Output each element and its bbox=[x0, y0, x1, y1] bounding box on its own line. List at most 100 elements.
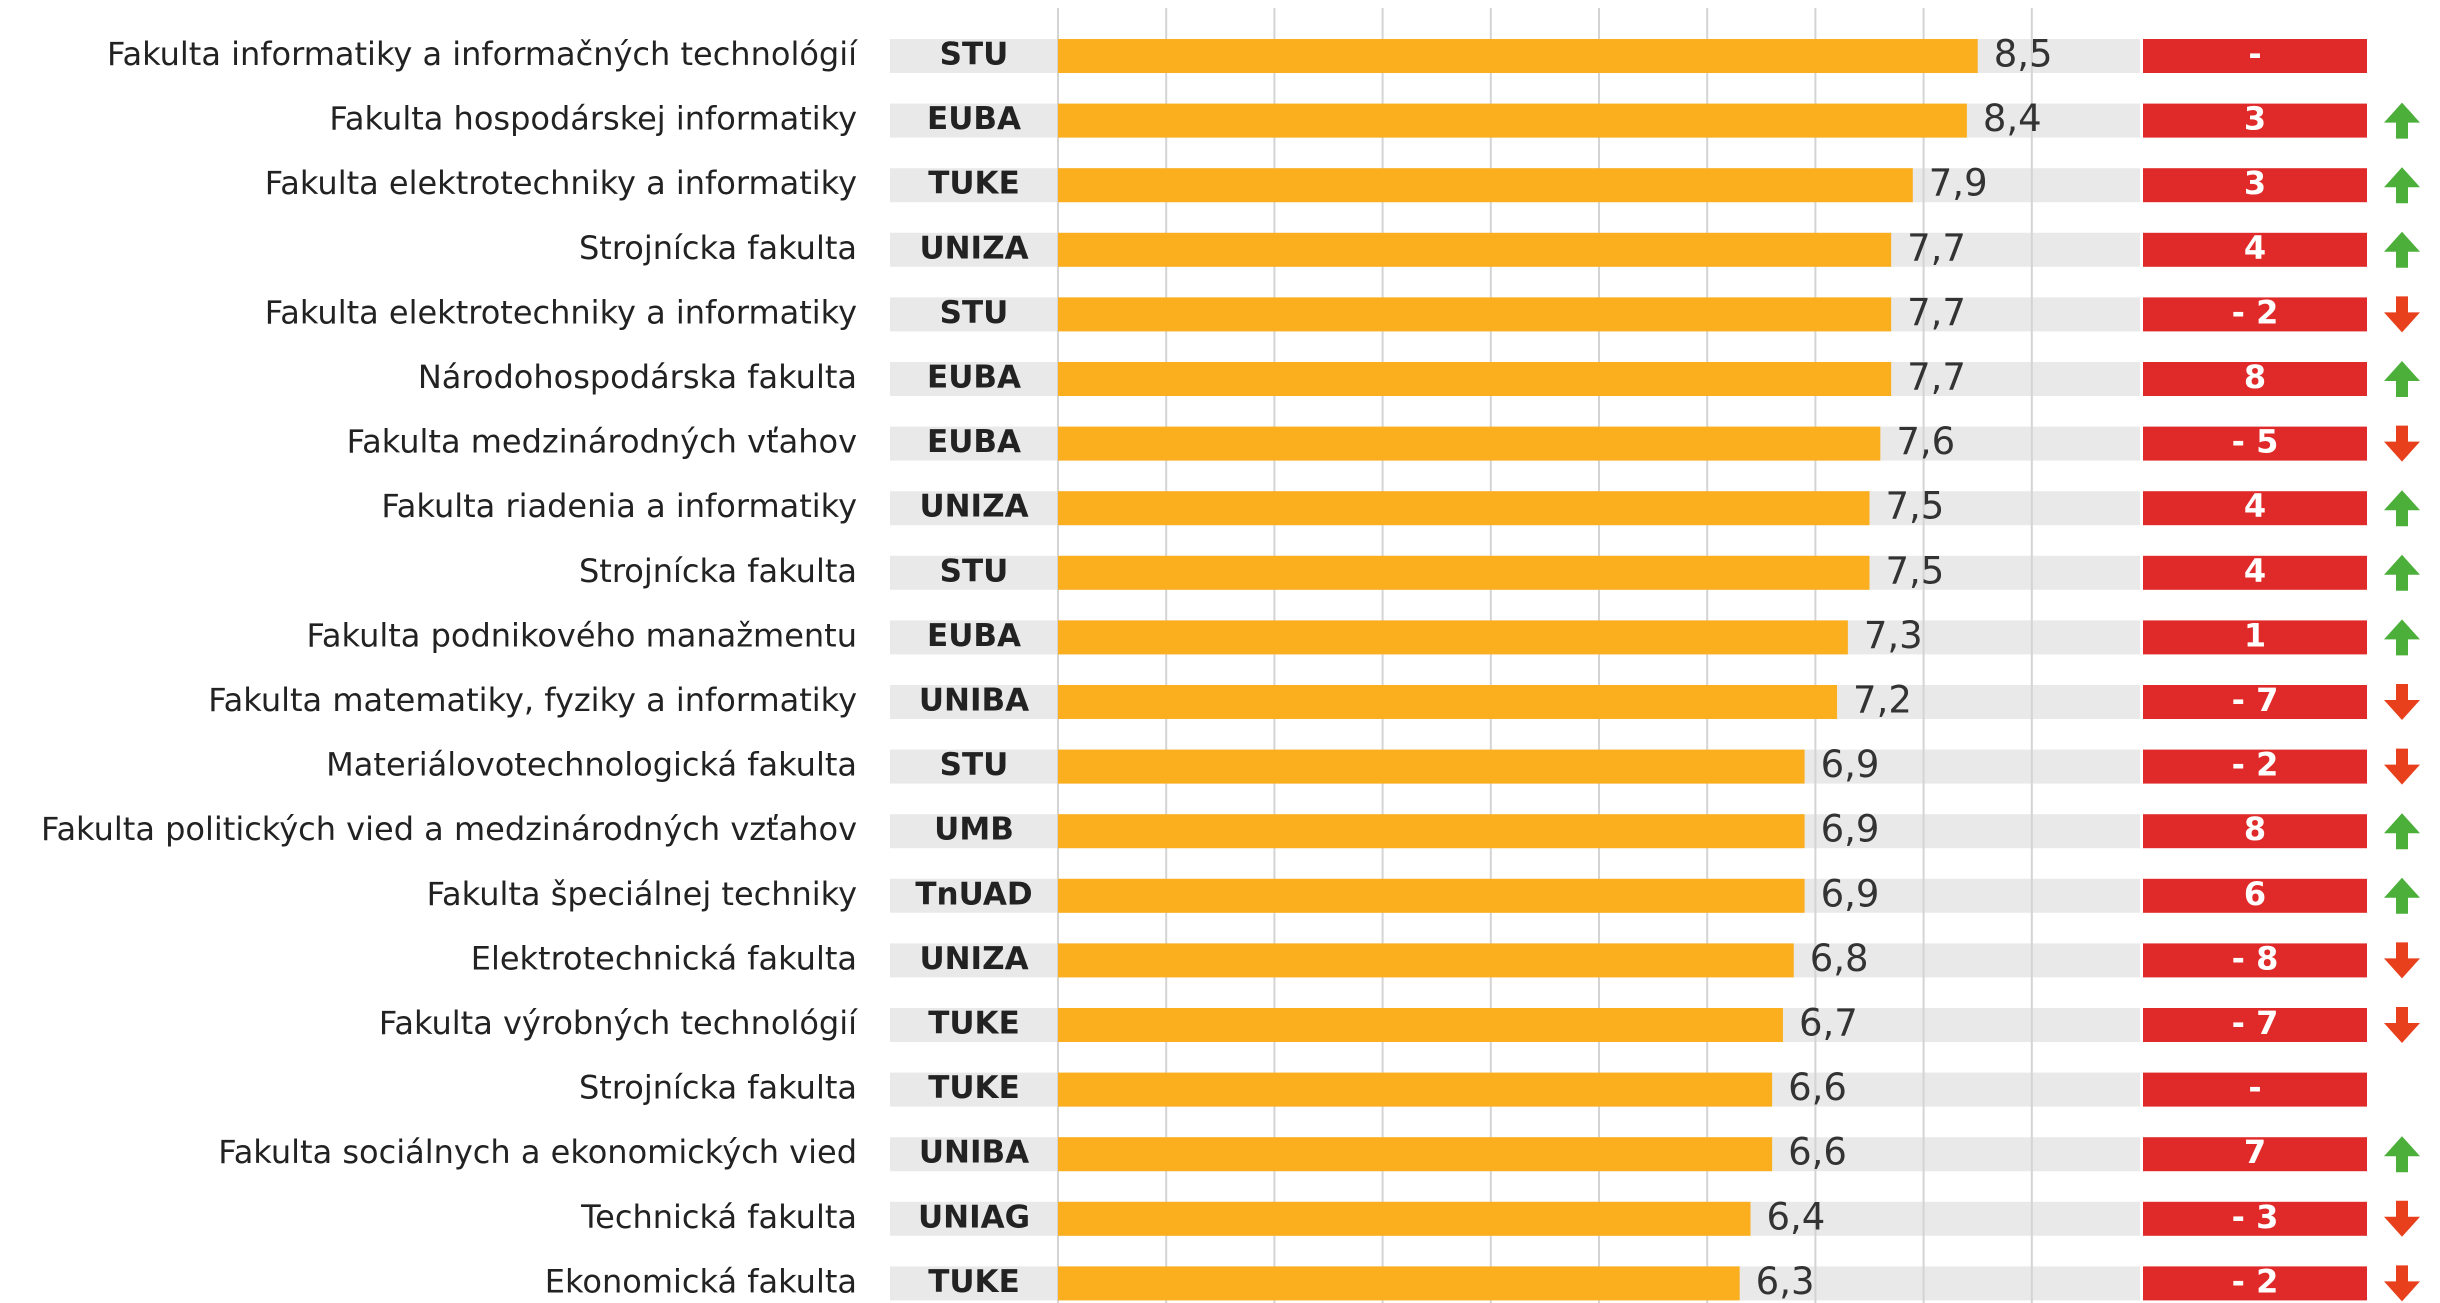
faculty-name: Fakulta politických vied a medzinárodnýc… bbox=[41, 810, 857, 848]
arrow-up bbox=[2384, 490, 2420, 527]
faculty-name: Fakulta výrobných technológií bbox=[379, 1004, 858, 1042]
arrow-down bbox=[2384, 1007, 2420, 1043]
change-box bbox=[2143, 362, 2367, 396]
arrow-up bbox=[2384, 877, 2420, 914]
rank-change: - 2 bbox=[2232, 293, 2279, 331]
bar bbox=[1058, 297, 1892, 332]
uni-box bbox=[890, 1008, 1058, 1042]
change-box bbox=[2143, 1137, 2367, 1172]
change-box bbox=[2143, 491, 2367, 526]
arrow-up bbox=[2384, 231, 2420, 268]
value-label: 6,6 bbox=[1788, 1131, 1847, 1174]
uni-box bbox=[890, 878, 1058, 913]
arrow-down bbox=[2384, 296, 2420, 333]
arrow-down bbox=[2384, 1265, 2420, 1302]
rank-change: 1 bbox=[2244, 616, 2266, 654]
faculty-name: Fakulta hospodárskej informatiky bbox=[329, 100, 857, 138]
arrow-up bbox=[2384, 554, 2420, 591]
rank-change: - 7 bbox=[2232, 1004, 2279, 1042]
value-label: 6,6 bbox=[1788, 1066, 1847, 1109]
uni-box bbox=[890, 297, 1058, 332]
value-label: 7,5 bbox=[1886, 485, 1945, 528]
rank-change: 4 bbox=[2244, 552, 2266, 590]
rank-change: - 3 bbox=[2232, 1198, 2279, 1236]
value-label: 6,8 bbox=[1810, 937, 1869, 980]
rank-change: 4 bbox=[2244, 229, 2266, 267]
university: EUBA bbox=[927, 101, 1021, 137]
arrow-up bbox=[2384, 1136, 2420, 1173]
bar bbox=[1058, 39, 1978, 73]
arrow-down bbox=[2384, 1200, 2420, 1237]
bar bbox=[1058, 362, 1892, 396]
value-label: 6,4 bbox=[1766, 1195, 1825, 1238]
uni-box bbox=[890, 232, 1058, 267]
uni-box bbox=[890, 1137, 1058, 1172]
change-box bbox=[2143, 297, 2367, 332]
uni-box bbox=[890, 685, 1058, 719]
value-label: 6,9 bbox=[1821, 808, 1880, 851]
value-label: 8,5 bbox=[1994, 33, 2053, 76]
bar bbox=[1058, 685, 1838, 719]
faculty-name: Národohospodárska fakulta bbox=[418, 358, 857, 396]
arrow-down bbox=[2384, 425, 2420, 462]
change-box bbox=[2143, 1201, 2367, 1236]
bar bbox=[1058, 426, 1881, 461]
arrow-up bbox=[2384, 102, 2420, 139]
arrow-up bbox=[2384, 813, 2420, 850]
university: STU bbox=[940, 37, 1009, 73]
faculty-name: Fakulta matematiky, fyziky a informatiky bbox=[208, 681, 857, 719]
bar bbox=[1058, 232, 1892, 267]
university: EUBA bbox=[927, 360, 1021, 396]
value-label: 7,6 bbox=[1896, 420, 1955, 463]
uni-box bbox=[890, 1201, 1058, 1236]
faculty-name: Fakulta medzinárodných vťahov bbox=[347, 423, 857, 461]
bar bbox=[1058, 103, 1967, 138]
uni-box bbox=[890, 491, 1058, 526]
faculty-name: Technická fakulta bbox=[580, 1198, 857, 1236]
uni-box bbox=[890, 426, 1058, 461]
bar bbox=[1058, 943, 1794, 978]
uni-box bbox=[890, 1072, 1058, 1107]
faculty-name: Fakulta riadenia a informatiky bbox=[381, 487, 857, 525]
university: TUKE bbox=[928, 1264, 1020, 1300]
change-box bbox=[2143, 620, 2367, 655]
bar bbox=[1058, 555, 1870, 590]
change-box bbox=[2143, 555, 2367, 590]
university: STU bbox=[940, 747, 1009, 783]
university: UNIZA bbox=[919, 941, 1028, 977]
change-box bbox=[2143, 814, 2367, 849]
bar bbox=[1058, 1137, 1773, 1172]
faculty-name: Fakulta informatiky a informačných techn… bbox=[107, 35, 858, 73]
faculty-name: Strojnícka fakulta bbox=[579, 229, 857, 267]
rank-change: 3 bbox=[2244, 100, 2266, 138]
uni-box bbox=[890, 168, 1058, 203]
university: TnUAD bbox=[915, 876, 1032, 912]
arrow-down bbox=[2384, 684, 2420, 720]
university: UNIAG bbox=[918, 1199, 1030, 1235]
uni-box bbox=[890, 39, 1058, 73]
rank-change: 6 bbox=[2244, 875, 2266, 913]
university: STU bbox=[940, 295, 1009, 331]
change-box bbox=[2143, 749, 2367, 784]
value-label: 7,5 bbox=[1886, 549, 1945, 592]
rank-change: - bbox=[2248, 35, 2261, 73]
arrow-down bbox=[2384, 942, 2420, 979]
faculty-name: Fakulta špeciálnej techniky bbox=[427, 875, 857, 913]
value-label: 6,9 bbox=[1821, 872, 1880, 915]
rank-change: - 2 bbox=[2232, 746, 2279, 784]
rank-change: - 5 bbox=[2232, 423, 2279, 461]
faculty-name: Fakulta podnikového manažmentu bbox=[306, 616, 857, 654]
value-label: 7,3 bbox=[1864, 614, 1923, 657]
arrow-up bbox=[2384, 619, 2420, 656]
bar bbox=[1058, 168, 1913, 203]
bar bbox=[1058, 1072, 1773, 1107]
faculty-name: Fakulta elektrotechniky a informatiky bbox=[265, 164, 857, 202]
uni-box bbox=[890, 749, 1058, 784]
rank-change: 4 bbox=[2244, 487, 2266, 525]
university: UNIBA bbox=[919, 683, 1029, 719]
rank-change: - 2 bbox=[2232, 1262, 2279, 1300]
change-box bbox=[2143, 232, 2367, 267]
change-box bbox=[2143, 426, 2367, 461]
university: UNIZA bbox=[919, 489, 1028, 525]
